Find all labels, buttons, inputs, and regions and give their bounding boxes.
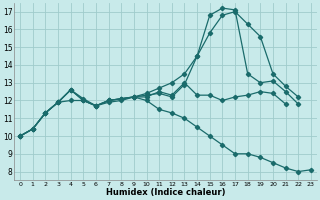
X-axis label: Humidex (Indice chaleur): Humidex (Indice chaleur)	[106, 188, 225, 197]
